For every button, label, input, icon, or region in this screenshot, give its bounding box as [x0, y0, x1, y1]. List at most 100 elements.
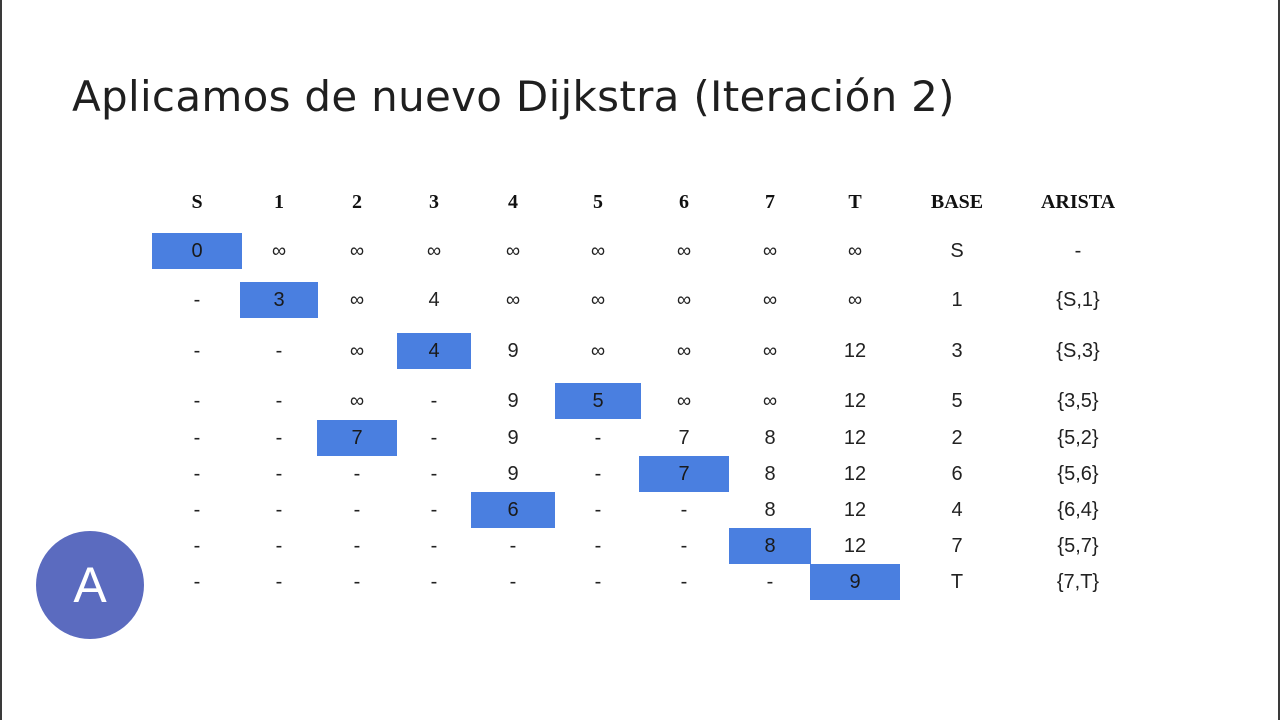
slide-title: Aplicamos de nuevo Dijkstra (Iteración 2…	[72, 72, 955, 121]
table-cell: {6,4}	[1057, 498, 1099, 521]
table-cell: -	[275, 498, 283, 521]
table-cell: -	[275, 339, 283, 362]
table-cell: 4	[951, 498, 963, 521]
table-cell: 9	[507, 339, 519, 362]
table-cell: ∞	[505, 239, 521, 262]
table-cell: -	[594, 426, 602, 449]
table-cell: 7	[951, 534, 963, 557]
user-avatar[interactable]: A	[36, 531, 144, 639]
table-cell: 12	[843, 534, 867, 557]
table-cell: T	[950, 570, 964, 593]
table-cell: -	[193, 534, 201, 557]
selected-distance-cell: 7	[317, 420, 397, 456]
table-cell: {5,6}	[1057, 462, 1099, 485]
table-cell: 6	[951, 462, 963, 485]
table-cell: -	[594, 498, 602, 521]
table-cell: -	[193, 570, 201, 593]
column-header: 7	[765, 190, 775, 213]
selected-distance-cell: 3	[240, 282, 318, 318]
table-cell: -	[594, 534, 602, 557]
table-cell: -	[275, 570, 283, 593]
table-cell: {S,1}	[1056, 288, 1100, 311]
table-cell: 7	[678, 426, 690, 449]
table-cell: ∞	[762, 389, 778, 412]
table-cell: ∞	[349, 288, 365, 311]
table-cell: -	[430, 426, 438, 449]
slide-frame-right	[1278, 0, 1280, 720]
table-cell: -	[430, 389, 438, 412]
column-header: BASE	[930, 190, 984, 213]
table-cell: -	[275, 426, 283, 449]
table-cell: -	[193, 426, 201, 449]
table-cell: ∞	[847, 288, 863, 311]
table-cell: ∞	[676, 389, 692, 412]
table-cell: -	[1074, 239, 1082, 262]
table-cell: -	[680, 534, 688, 557]
slide-frame-left	[0, 0, 2, 720]
column-header: T	[848, 190, 862, 213]
table-cell: -	[193, 498, 201, 521]
table-cell: -	[275, 389, 283, 412]
table-cell: 9	[507, 426, 519, 449]
table-cell: -	[275, 462, 283, 485]
table-cell: -	[430, 534, 438, 557]
selected-distance-cell: 5	[555, 383, 641, 419]
table-cell: {S,3}	[1056, 339, 1100, 362]
table-cell: -	[353, 570, 361, 593]
column-header: 3	[429, 190, 439, 213]
table-cell: ∞	[590, 339, 606, 362]
table-cell: -	[430, 570, 438, 593]
table-cell: {7,T}	[1056, 570, 1100, 593]
table-cell: -	[509, 570, 517, 593]
column-header: 4	[508, 190, 518, 213]
column-header: 2	[352, 190, 362, 213]
table-cell: 2	[951, 426, 963, 449]
table-cell: ∞	[505, 288, 521, 311]
table-cell: -	[680, 570, 688, 593]
table-cell: -	[353, 534, 361, 557]
table-cell: 8	[764, 498, 776, 521]
column-header: 1	[274, 190, 284, 213]
table-cell: -	[430, 462, 438, 485]
table-cell: {3,5}	[1057, 389, 1099, 412]
table-cell: 12	[843, 339, 867, 362]
table-cell: ∞	[590, 288, 606, 311]
table-cell: -	[509, 534, 517, 557]
table-cell: -	[193, 339, 201, 362]
table-cell: ∞	[349, 239, 365, 262]
table-cell: ∞	[676, 239, 692, 262]
table-cell: 9	[507, 462, 519, 485]
table-cell: 9	[507, 389, 519, 412]
table-cell: ∞	[762, 288, 778, 311]
table-cell: ∞	[847, 239, 863, 262]
table-cell: 3	[951, 339, 963, 362]
selected-distance-cell: 6	[471, 492, 555, 528]
selected-distance-cell: 4	[397, 333, 471, 369]
table-cell: 8	[764, 426, 776, 449]
table-cell: -	[680, 498, 688, 521]
column-header: ARISTA	[1040, 190, 1116, 213]
table-cell: ∞	[676, 339, 692, 362]
table-cell: 12	[843, 389, 867, 412]
table-cell: ∞	[762, 239, 778, 262]
table-cell: ∞	[590, 239, 606, 262]
table-cell: -	[353, 462, 361, 485]
table-cell: 12	[843, 462, 867, 485]
table-cell: -	[193, 389, 201, 412]
table-cell: -	[193, 288, 201, 311]
table-cell: {5,7}	[1057, 534, 1099, 557]
table-cell: 5	[951, 389, 963, 412]
table-cell: ∞	[426, 239, 442, 262]
column-header: 6	[679, 190, 689, 213]
table-cell: -	[594, 570, 602, 593]
table-cell: ∞	[762, 339, 778, 362]
column-header: S	[191, 190, 203, 213]
table-cell: ∞	[349, 339, 365, 362]
table-cell: -	[275, 534, 283, 557]
table-cell: ∞	[349, 389, 365, 412]
table-cell: 1	[951, 288, 963, 311]
table-cell: S	[950, 239, 964, 262]
table-cell: -	[766, 570, 774, 593]
table-cell: -	[193, 462, 201, 485]
column-header: 5	[593, 190, 603, 213]
